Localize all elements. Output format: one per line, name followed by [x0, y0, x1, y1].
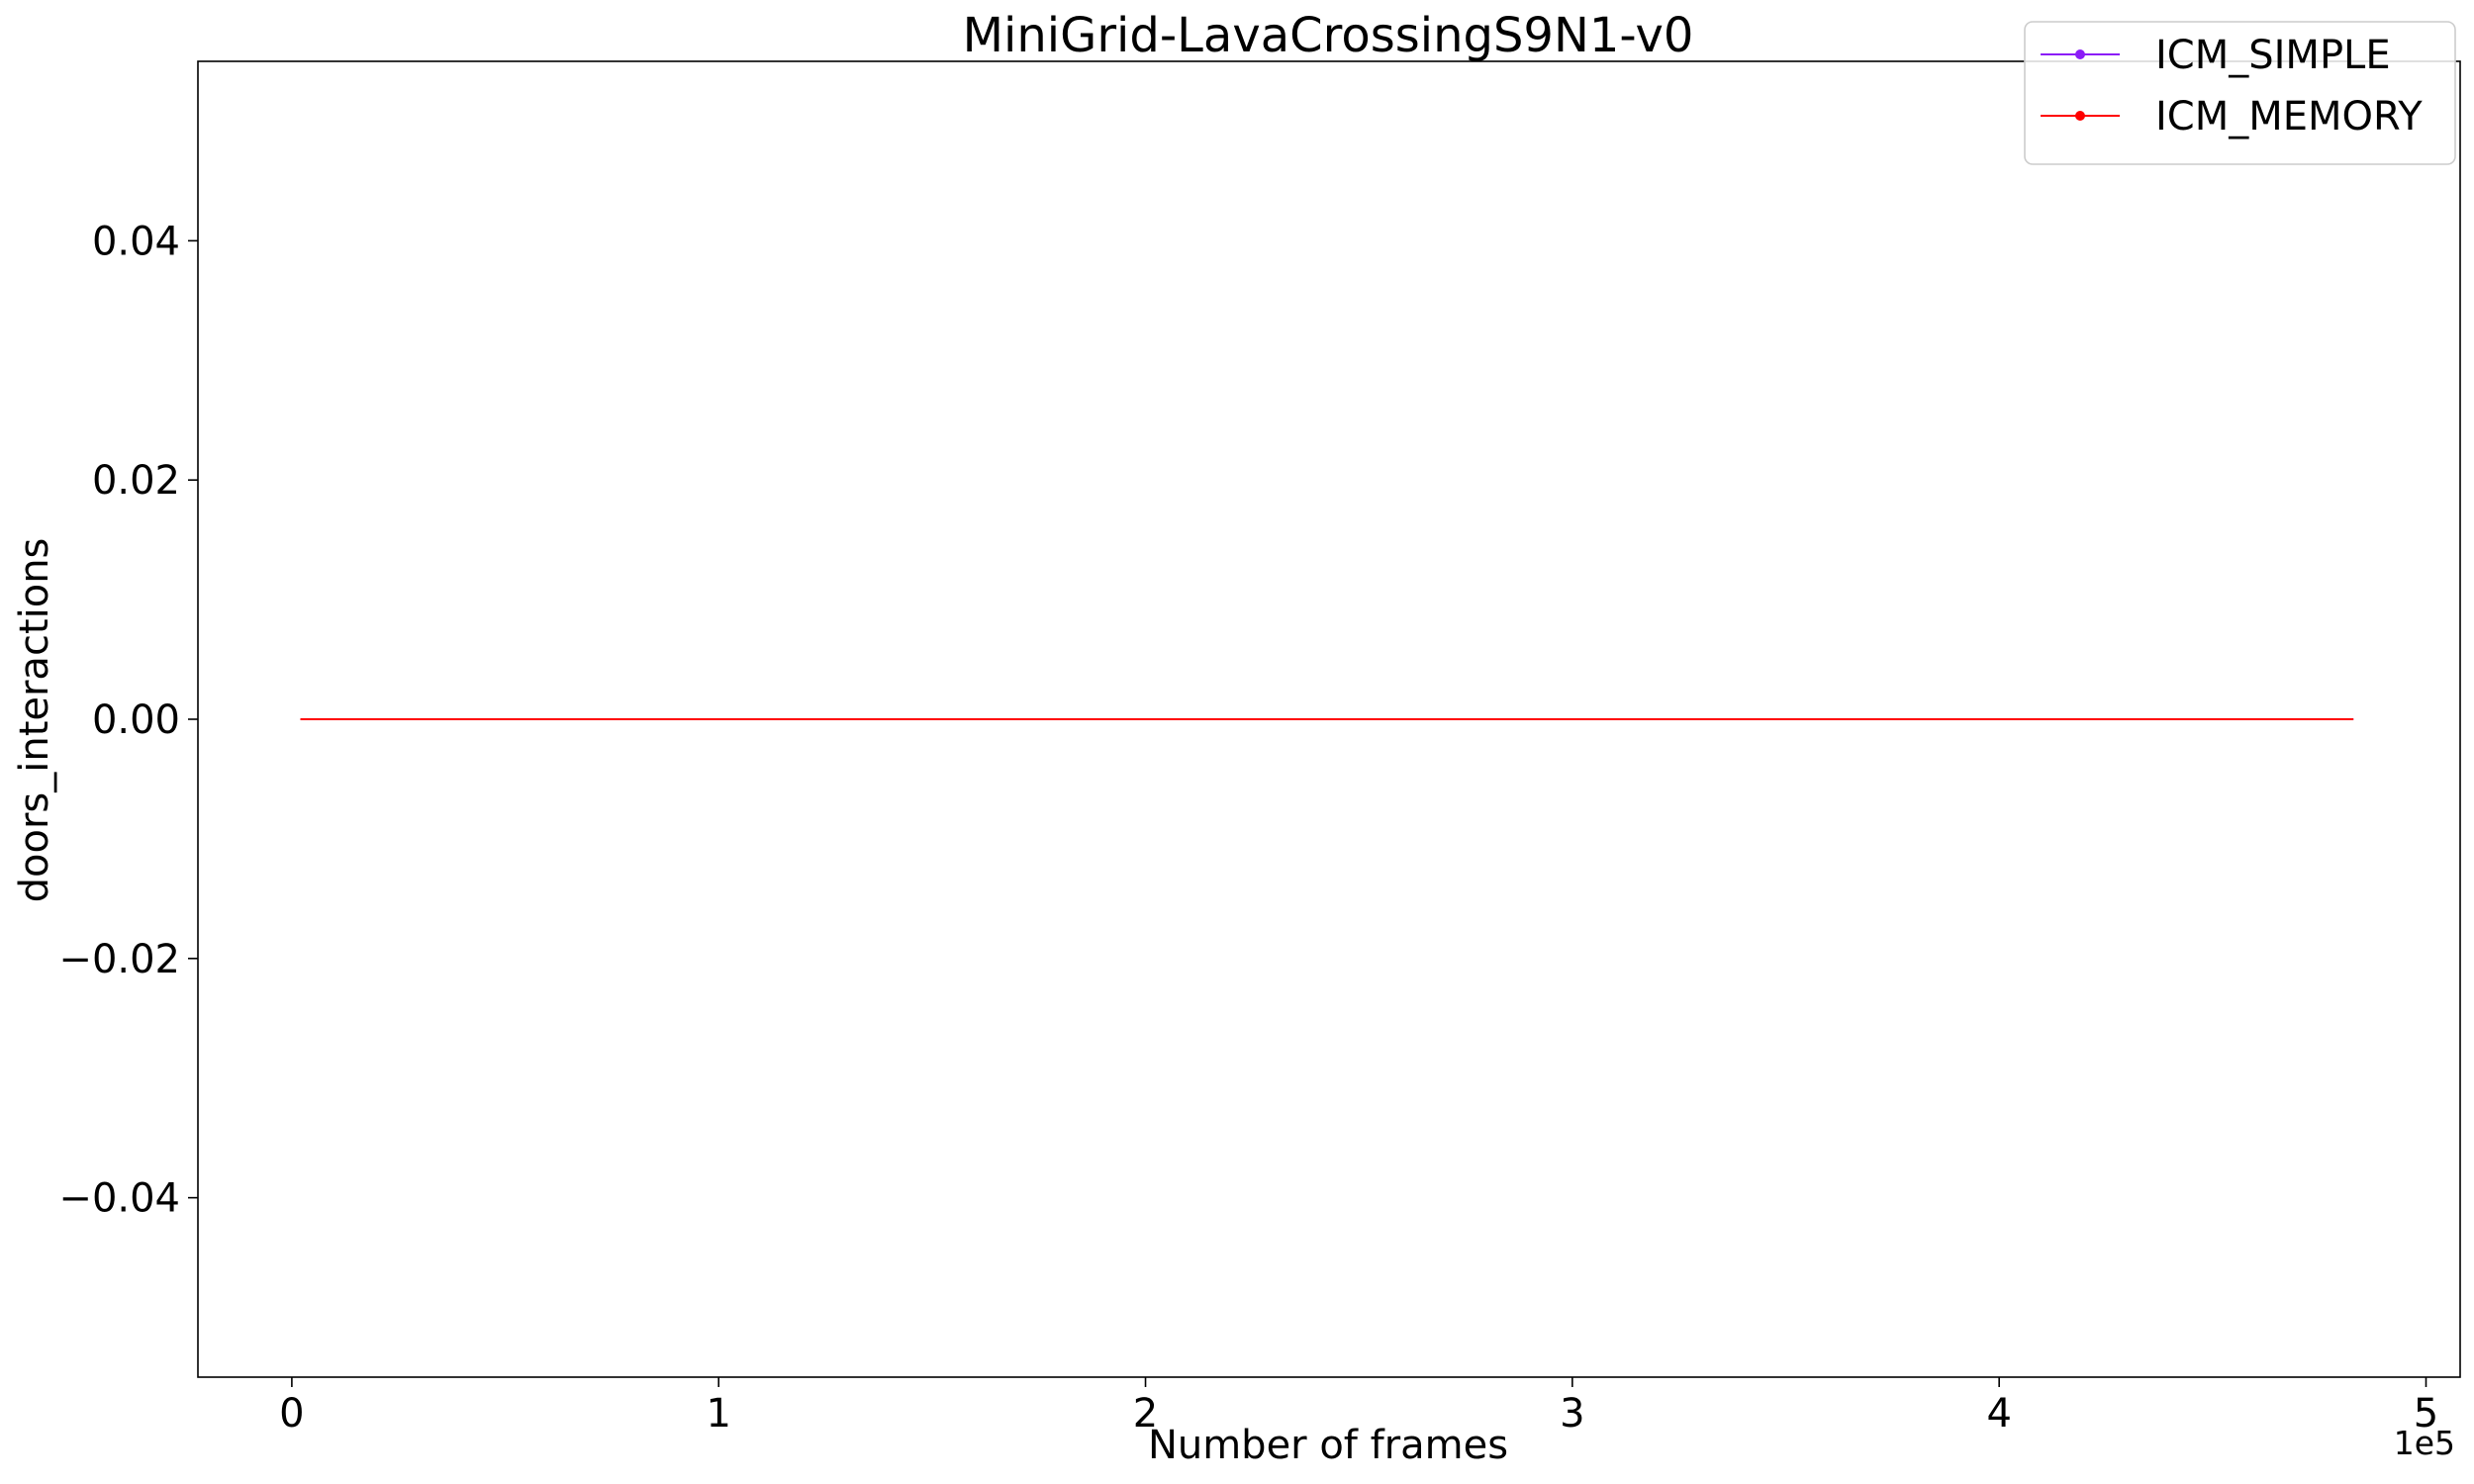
y-axis-label: doors_interactions	[12, 538, 57, 903]
legend-box	[2024, 21, 2456, 165]
x-tick-label: 4	[1986, 1391, 2011, 1437]
x-tick-label: 2	[1133, 1391, 1158, 1437]
y-tick-label: 0.02	[92, 458, 180, 504]
y-tick-label: −0.04	[58, 1176, 180, 1222]
legend-swatch-marker	[2075, 49, 2085, 59]
legend-entry: ICM_MEMORY	[2041, 94, 2423, 139]
x-tick-label: 1	[706, 1391, 730, 1437]
y-tick-label: −0.02	[58, 937, 180, 982]
legend-label: ICM_SIMPLE	[2155, 33, 2391, 78]
y-axis: −0.04 −0.02 0.00 0.02 0.04	[58, 219, 198, 1222]
x-axis-offset-label: 1e5	[2394, 1424, 2455, 1462]
chart-title: MiniGrid-LavaCrossingS9N1-v0	[963, 8, 1694, 63]
y-tick-label: 0.04	[92, 219, 180, 264]
legend-label: ICM_MEMORY	[2155, 94, 2423, 139]
legend-entry: ICM_SIMPLE	[2041, 33, 2391, 78]
x-axis: 0 1 2 3 4 5	[279, 1377, 2438, 1437]
x-tick-label: 5	[2414, 1391, 2438, 1437]
legend-swatch-marker	[2075, 111, 2085, 121]
x-tick-label: 3	[1560, 1391, 1584, 1437]
legend: ICM_SIMPLE ICM_MEMORY	[2024, 21, 2456, 165]
x-tick-label: 0	[279, 1391, 304, 1437]
x-axis-label: Number of frames	[1148, 1423, 1508, 1468]
y-tick-label: 0.00	[92, 697, 180, 743]
